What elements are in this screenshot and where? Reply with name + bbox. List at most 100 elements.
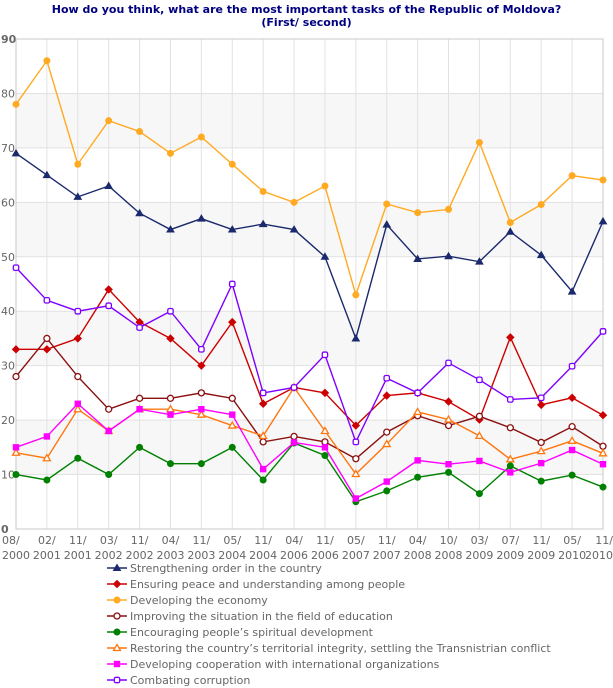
- x-tick-label: 11/: [254, 534, 272, 547]
- data-point: [568, 362, 576, 370]
- data-point: [568, 471, 576, 479]
- legend-marker-icon: [112, 643, 122, 652]
- data-point: [567, 393, 577, 402]
- data-point: [599, 442, 607, 450]
- data-point: [43, 476, 51, 484]
- data-point: [135, 394, 144, 402]
- data-point: [227, 225, 237, 233]
- data-point: [166, 225, 175, 233]
- data-point: [507, 469, 514, 476]
- data-point: [74, 454, 82, 462]
- legend-item: Ensuring peace and understanding among p…: [107, 578, 405, 591]
- data-point: [567, 287, 577, 295]
- data-point: [42, 170, 52, 179]
- y-tick-label: 10: [1, 469, 15, 482]
- legend-label: Ensuring peace and understanding among p…: [130, 578, 405, 591]
- data-point: [12, 264, 20, 272]
- data-point: [166, 394, 175, 402]
- data-point: [568, 446, 576, 454]
- legend-item: Developing cooperation with internationa…: [107, 658, 440, 671]
- data-point: [383, 487, 391, 495]
- data-point: [475, 490, 483, 498]
- data-point: [73, 192, 83, 200]
- data-point: [321, 182, 329, 190]
- data-point: [74, 160, 82, 168]
- data-point: [506, 424, 514, 432]
- data-point: [197, 389, 206, 397]
- data-point: [104, 181, 114, 189]
- data-point: [506, 396, 514, 403]
- data-point: [198, 406, 205, 413]
- x-tick-label: 2002: [95, 549, 123, 562]
- data-point: [167, 411, 174, 418]
- data-point: [196, 409, 207, 418]
- data-point: [289, 225, 299, 233]
- data-point: [475, 138, 483, 146]
- data-point: [259, 465, 267, 473]
- data-point: [167, 307, 174, 315]
- data-point: [290, 432, 298, 441]
- x-tick-label: 2006: [311, 549, 339, 562]
- x-tick-label: 11/: [532, 534, 550, 547]
- data-point: [197, 133, 205, 141]
- legend-label: Developing the economy: [130, 594, 268, 607]
- legend-marker-icon: [113, 628, 121, 636]
- data-point: [598, 411, 608, 420]
- data-point: [11, 148, 21, 157]
- x-tick-label: 2000: [2, 549, 30, 562]
- x-tick-label: 2004: [249, 549, 277, 562]
- data-point: [474, 431, 485, 440]
- series-line: [15, 59, 604, 298]
- data-point: [228, 317, 237, 327]
- y-tick-label: 40: [1, 305, 15, 318]
- grid-band: [16, 420, 603, 475]
- y-tick-label: 70: [1, 142, 15, 155]
- data-point: [73, 404, 83, 413]
- data-point: [351, 469, 361, 478]
- data-point: [229, 411, 236, 418]
- data-point: [43, 433, 51, 440]
- data-point: [290, 439, 298, 446]
- y-tick-label: 60: [1, 196, 15, 209]
- legend-item: Developing the economy: [107, 594, 268, 607]
- x-tick-label: 04/: [162, 534, 180, 547]
- data-point: [382, 391, 391, 400]
- legend-item: Combating corruption: [107, 674, 250, 687]
- x-tick-label: 2009: [527, 549, 555, 562]
- data-point: [105, 117, 113, 125]
- legend-label: Developing cooperation with internationa…: [130, 658, 440, 671]
- data-point: [599, 176, 607, 184]
- series-line: [15, 267, 604, 444]
- data-point: [42, 345, 52, 354]
- data-point: [74, 400, 81, 407]
- data-point: [598, 448, 608, 457]
- series-7: [12, 400, 607, 502]
- x-tick-label: 10/: [440, 534, 458, 547]
- legend-marker-icon: [113, 596, 121, 604]
- data-point: [136, 406, 143, 413]
- data-point: [136, 443, 144, 451]
- data-point: [383, 200, 391, 208]
- data-point: [259, 438, 267, 446]
- legend-marker-icon: [113, 612, 121, 620]
- data-point: [352, 455, 360, 463]
- data-point: [135, 208, 144, 217]
- legend-item: Encouraging people’s spiritual developme…: [107, 626, 374, 639]
- data-point: [74, 372, 82, 381]
- series-line: [16, 288, 604, 427]
- x-tick-label: 2009: [465, 549, 493, 562]
- data-point: [321, 444, 329, 451]
- legend-marker-icon: [113, 676, 121, 684]
- y-tick-label: 30: [1, 360, 15, 373]
- data-point: [476, 376, 483, 384]
- x-tick-label: 11/: [595, 534, 613, 547]
- data-point: [12, 471, 20, 479]
- data-point: [166, 149, 174, 157]
- legend-label: Strengthening order in the country: [130, 562, 322, 575]
- series-2: [11, 285, 608, 430]
- x-tick-label: 07/: [501, 534, 519, 547]
- data-point: [321, 351, 329, 359]
- x-tick-label: 2009: [496, 549, 524, 562]
- legend-item: Restoring the country’s territorial inte…: [107, 642, 551, 655]
- data-point: [414, 389, 421, 397]
